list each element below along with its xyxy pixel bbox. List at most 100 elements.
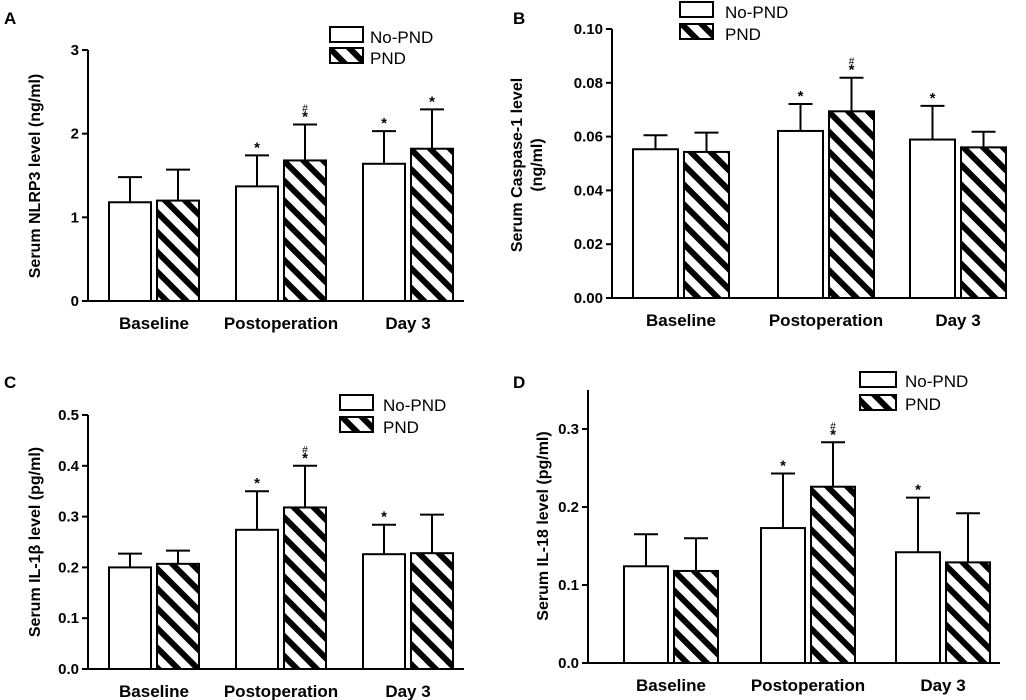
significance-hash: # xyxy=(830,421,836,432)
significance-star: * xyxy=(780,457,786,474)
significance-star: * xyxy=(915,482,921,499)
x-category-label: Baseline xyxy=(636,676,706,695)
bar-pnd xyxy=(156,199,200,303)
bar-pnd xyxy=(828,110,875,300)
legend-label-no-pnd: No-PND xyxy=(905,372,968,391)
bar-no-pnd xyxy=(760,527,806,664)
x-category-label: Postoperation xyxy=(751,676,865,695)
y-tick-label: 0.1 xyxy=(58,610,79,627)
y-tick-label: 0.2 xyxy=(58,559,79,576)
y-tick-label: 0.02 xyxy=(574,236,603,253)
x-category-label: Baseline xyxy=(119,682,189,700)
y-axis-title-line: Serum Caspase-1 level xyxy=(509,78,526,252)
y-tick-label: 0.0 xyxy=(558,655,579,672)
bar-no-pnd xyxy=(108,566,152,671)
legend-label-pnd: PND xyxy=(725,25,761,44)
bar-pnd xyxy=(673,569,719,665)
significance-star: * xyxy=(429,93,435,110)
significance-hash: # xyxy=(849,57,855,68)
bar-pnd xyxy=(283,159,327,302)
legend-label-no-pnd: No-PND xyxy=(725,3,788,22)
bar-no-pnd xyxy=(895,551,941,664)
y-tick-label: 0.0 xyxy=(58,661,79,678)
legend-swatch-no-pnd xyxy=(339,394,374,411)
significance-star: * xyxy=(849,62,855,79)
panel-b: B 0.00 0.02 0.04 0.06 0.08 0.10 Serum Caspase-… xyxy=(509,1,1007,330)
significance-star: * xyxy=(381,509,387,526)
y-tick-label: 0.04 xyxy=(574,182,604,199)
bar-no-pnd xyxy=(632,148,679,299)
y-tick-label: 0.5 xyxy=(58,407,79,424)
x-category-label: Baseline xyxy=(646,311,716,330)
x-category-label: Day 3 xyxy=(385,314,430,333)
panel-letter: A xyxy=(4,9,16,28)
significance-hash: # xyxy=(302,103,308,114)
legend-swatch-no-pnd xyxy=(859,371,897,388)
y-axis-title: Serum Caspase-1 level (ng/ml) xyxy=(509,78,546,252)
y-axis-title-line: Serum IL-18 level (pg/ml) xyxy=(535,431,552,620)
y-tick-label: 0.1 xyxy=(558,577,579,594)
y-tick-label: 0.00 xyxy=(574,290,603,307)
significance-star: * xyxy=(798,88,804,105)
y-axis-title: Serum IL-18 level (pg/ml) xyxy=(535,431,552,620)
bar-no-pnd xyxy=(108,201,152,302)
panel-c: C 0.0 0.1 0.2 0.3 0.4 0.5 Serum IL-1β level (p… xyxy=(4,373,464,700)
y-tick-label: 2 xyxy=(71,126,79,143)
legend-label-no-pnd: No-PND xyxy=(370,28,433,47)
legend-label-pnd: PND xyxy=(370,49,406,68)
bar-no-pnd xyxy=(362,162,406,302)
bar-pnd xyxy=(945,561,991,665)
significance-star: * xyxy=(254,139,260,156)
y-tick-label: 0.08 xyxy=(574,75,603,92)
y-tick-label: 0.3 xyxy=(558,421,579,438)
legend-swatch-pnd xyxy=(859,394,897,411)
bar-pnd xyxy=(960,146,1007,299)
significance-hash: # xyxy=(302,445,308,456)
y-tick-label: 0 xyxy=(71,293,79,310)
y-axis-title: Serum NLRP3 level (ng/ml) xyxy=(27,74,44,279)
significance-star: * xyxy=(254,475,260,492)
bar-no-pnd xyxy=(623,565,669,665)
significance-star: * xyxy=(302,450,308,467)
legend-swatch-pnd xyxy=(679,23,714,40)
bar-no-pnd xyxy=(362,553,406,671)
bar-no-pnd xyxy=(235,528,279,670)
y-axis-title: Serum IL-1β level (pg/ml) xyxy=(27,447,44,637)
panel-a: A 0 1 2 3 Serum NLRP3 level (ng/ml) Baseline P… xyxy=(4,9,464,333)
bar-pnd xyxy=(283,506,327,670)
y-axis-title-line: (ng/ml) xyxy=(529,138,546,191)
panel-letter: B xyxy=(513,9,525,28)
panel-letter: C xyxy=(4,373,16,392)
y-axis-title-line: Serum IL-1β level (pg/ml) xyxy=(27,447,44,637)
y-tick-label: 0.06 xyxy=(574,129,603,146)
significance-star: * xyxy=(830,426,836,443)
legend-swatch-no-pnd xyxy=(679,1,714,18)
bar-pnd xyxy=(410,552,454,671)
significance-star: * xyxy=(930,90,936,107)
panel-letter: D xyxy=(513,373,525,392)
y-tick-label: 0.3 xyxy=(58,509,79,526)
x-category-label: Baseline xyxy=(119,314,189,333)
bar-pnd xyxy=(683,150,730,299)
legend-swatch-pnd xyxy=(329,47,364,64)
legend-label-pnd: PND xyxy=(905,395,941,414)
y-tick-label: 0.10 xyxy=(574,21,603,38)
x-category-label: Day 3 xyxy=(385,682,430,700)
y-tick-label: 0.4 xyxy=(58,458,80,475)
legend-label-pnd: PND xyxy=(383,418,419,437)
x-category-label: Day 3 xyxy=(935,311,980,330)
x-category-label: Day 3 xyxy=(920,676,965,695)
y-tick-label: 0.2 xyxy=(558,499,579,516)
bar-no-pnd xyxy=(235,185,279,302)
x-category-label: Postoperation xyxy=(769,311,883,330)
bar-no-pnd xyxy=(909,138,956,299)
bar-pnd xyxy=(810,485,856,664)
significance-star: * xyxy=(302,108,308,125)
x-category-label: Postoperation xyxy=(224,314,338,333)
bar-pnd xyxy=(156,562,200,670)
panel-d: D 0.0 0.1 0.2 0.3 Serum IL-18 level (pg/ml) B… xyxy=(513,371,1000,695)
y-axis-title-line: Serum NLRP3 level (ng/ml) xyxy=(27,74,44,279)
legend-swatch-pnd xyxy=(339,416,374,433)
y-tick-label: 3 xyxy=(71,42,79,59)
